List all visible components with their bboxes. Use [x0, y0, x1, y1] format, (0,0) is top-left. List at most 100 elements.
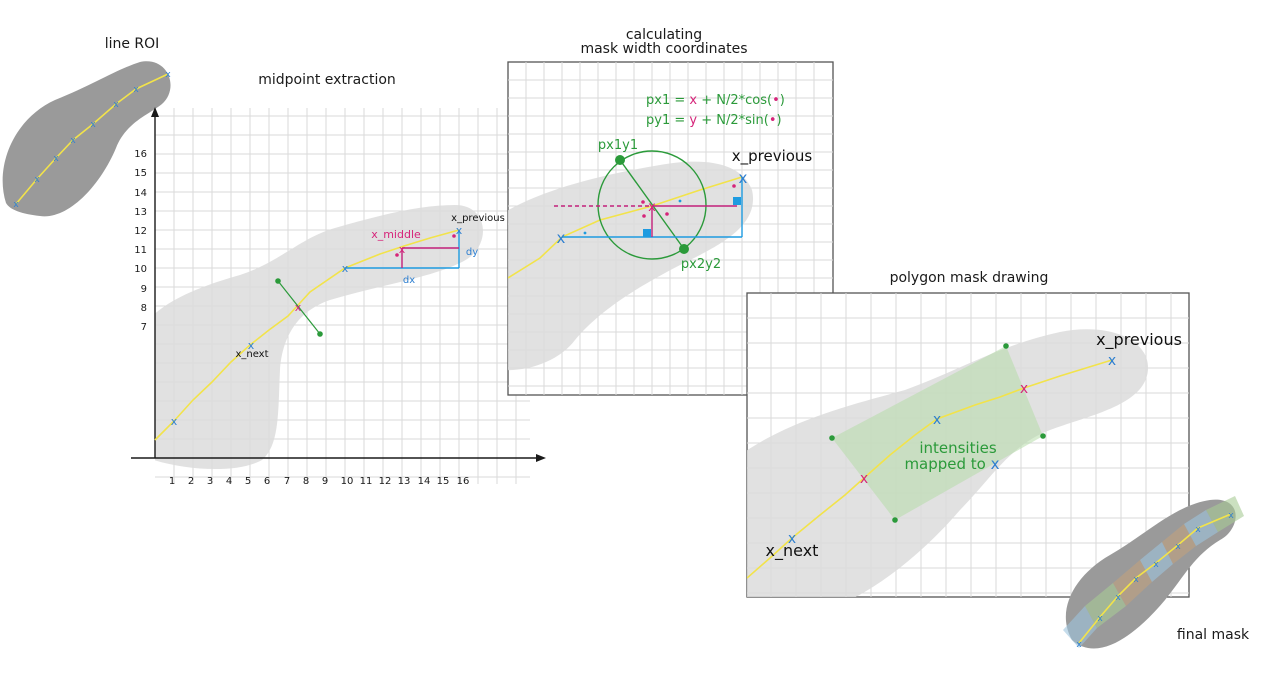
roi-marker: x — [70, 136, 76, 146]
y-tick: 12 — [134, 226, 147, 237]
y-tick: 10 — [134, 264, 147, 275]
roi-marker: x — [13, 200, 19, 210]
midpoint-axes — [131, 107, 546, 462]
roi-marker: x — [133, 85, 139, 95]
x-tick: 8 — [303, 476, 309, 487]
x-tick: 14 — [418, 476, 431, 487]
y-tick: 15 — [134, 168, 147, 179]
intensities-label-line2: mapped to x — [904, 455, 999, 473]
perpendicular-line — [277, 280, 321, 335]
final-marker: x — [1097, 614, 1103, 624]
midpoint-panel: midpoint extraction — [131, 72, 546, 487]
calc-marker-x: x — [557, 229, 566, 247]
final-marker: x — [1228, 511, 1234, 521]
angle-dot — [452, 234, 456, 238]
dy-label: dy — [466, 247, 478, 258]
y-tick: 14 — [134, 188, 147, 199]
final-marker: x — [1153, 560, 1159, 570]
equation-py1: py1 = y + N/2*sin(•) — [646, 113, 782, 128]
x-tick: 11 — [360, 476, 373, 487]
angle-dot — [395, 253, 399, 257]
poly-x-next-label: x_next — [766, 541, 819, 561]
polygon-corner-dot — [892, 517, 898, 523]
final-marker: x — [1175, 542, 1181, 552]
x-tick: 4 — [226, 476, 232, 487]
equation-px1: px1 = x + N/2*cos(•) — [646, 93, 785, 108]
x-tick: 1 — [169, 476, 175, 487]
marker-x: x — [342, 262, 349, 275]
marker-x: x — [171, 415, 178, 428]
poly-marker-next: x — [788, 531, 796, 547]
line-roi-panel: line ROI x x x x x x x x — [2, 36, 171, 217]
px2y2-point — [679, 244, 689, 254]
mask-polygon — [832, 346, 1043, 520]
right-angle-marker — [643, 229, 651, 237]
roi-marker: x — [90, 120, 96, 130]
final-marker: x — [1133, 575, 1139, 585]
x-previous-label: x_previous — [451, 213, 505, 224]
angle-dot — [641, 200, 645, 204]
final-mask-title: final mask — [1177, 627, 1250, 643]
marker-x-middle: x — [399, 243, 406, 256]
x-tick: 10 — [341, 476, 354, 487]
x-middle-label: x_middle — [371, 228, 421, 241]
polygon-corner-dot — [829, 435, 835, 441]
x-tick: 3 — [207, 476, 213, 487]
marker-x-next: x — [248, 339, 255, 352]
poly-x-previous-label: x_previous — [1096, 330, 1182, 350]
y-tick: 13 — [134, 207, 147, 218]
calc-marker-prev: x — [739, 169, 748, 187]
angle-dot — [583, 231, 587, 235]
x-next-label: x_next — [235, 349, 268, 360]
polygon-corner-dot — [1040, 433, 1046, 439]
final-line — [1078, 513, 1232, 644]
final-marker: x — [1115, 593, 1121, 603]
roi-marker: x — [113, 100, 119, 110]
perp-end-dot — [275, 278, 281, 284]
calc-title-line2: mask width coordinates — [580, 41, 747, 57]
x-tick: 9 — [322, 476, 328, 487]
px2y2-label: px2y2 — [681, 257, 721, 272]
y-tick: 11 — [134, 245, 147, 256]
polygon-corner-dot — [1003, 343, 1009, 349]
right-angle-marker — [733, 197, 741, 205]
calc-roi-shape — [508, 161, 754, 371]
roi-marker: x — [53, 154, 59, 164]
calc-marker-mid: x — [648, 200, 656, 215]
poly-marker-x: x — [933, 412, 941, 428]
angle-dot — [732, 184, 736, 188]
x-tick: 12 — [379, 476, 392, 487]
angle-dot — [642, 214, 646, 218]
polygon-panel: polygon mask drawing — [746, 270, 1190, 598]
x-tick: 16 — [457, 476, 470, 487]
calc-x-previous-label: x_previous — [732, 147, 813, 166]
roi-marker: x — [165, 70, 171, 80]
x-tick: 5 — [245, 476, 251, 487]
line-roi-shape — [2, 61, 171, 217]
final-marker: x — [1195, 525, 1201, 535]
x-tick: 2 — [188, 476, 194, 487]
polygon-line — [747, 359, 1113, 579]
line-roi-markers: x x x x x x x x — [13, 70, 171, 210]
x-tick: 7 — [284, 476, 290, 487]
x-tick: 15 — [437, 476, 450, 487]
polygon-title: polygon mask drawing — [890, 270, 1049, 286]
midpoint-y-ticks: 7 8 9 10 11 12 13 14 15 16 — [134, 149, 147, 333]
line-roi-path — [15, 73, 169, 205]
y-tick: 8 — [141, 303, 147, 314]
x-tick: 6 — [264, 476, 270, 487]
y-tick: 9 — [141, 284, 147, 295]
midpoint-roi-shape — [155, 205, 483, 470]
marker-x-previous: x — [456, 224, 463, 237]
width-circle — [597, 150, 707, 260]
angle-dot — [678, 199, 682, 203]
poly-marker-prev: x — [1108, 353, 1116, 369]
marker-mid-perp: x — [295, 301, 302, 314]
poly-marker-mid: x — [1020, 381, 1028, 397]
roi-marker: x — [34, 175, 40, 185]
midpoint-title: midpoint extraction — [258, 72, 396, 88]
perp-end-dot — [317, 331, 323, 337]
dx-label: dx — [403, 275, 415, 286]
y-tick: 7 — [141, 322, 147, 333]
